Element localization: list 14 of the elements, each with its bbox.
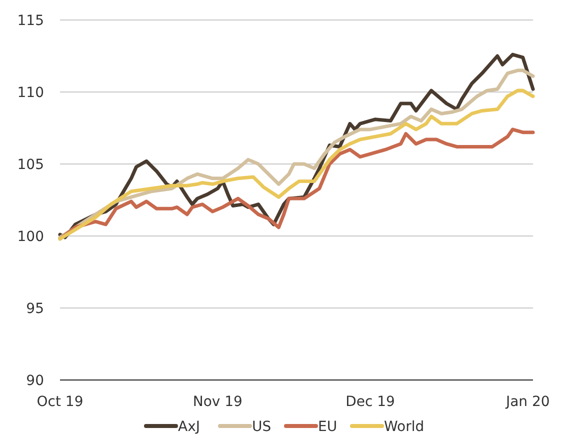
legend-label: US bbox=[252, 419, 272, 435]
y-tick-label: 115 bbox=[17, 12, 44, 29]
y-tick-label: 95 bbox=[26, 300, 44, 317]
legend-label: World bbox=[384, 419, 424, 435]
y-tick-label: 110 bbox=[17, 84, 44, 101]
legend-label: EU bbox=[318, 419, 338, 435]
y-tick-label: 100 bbox=[17, 228, 44, 245]
x-tick-label: Oct 19 bbox=[36, 394, 84, 410]
x-tick-label: Jan 20 bbox=[504, 394, 550, 410]
x-tick-label: Nov 19 bbox=[192, 394, 242, 410]
legend-label: AxJ bbox=[178, 419, 200, 435]
y-tick-label: 90 bbox=[26, 372, 44, 389]
x-tick-label: Dec 19 bbox=[346, 394, 395, 410]
y-tick-label: 105 bbox=[17, 156, 44, 173]
